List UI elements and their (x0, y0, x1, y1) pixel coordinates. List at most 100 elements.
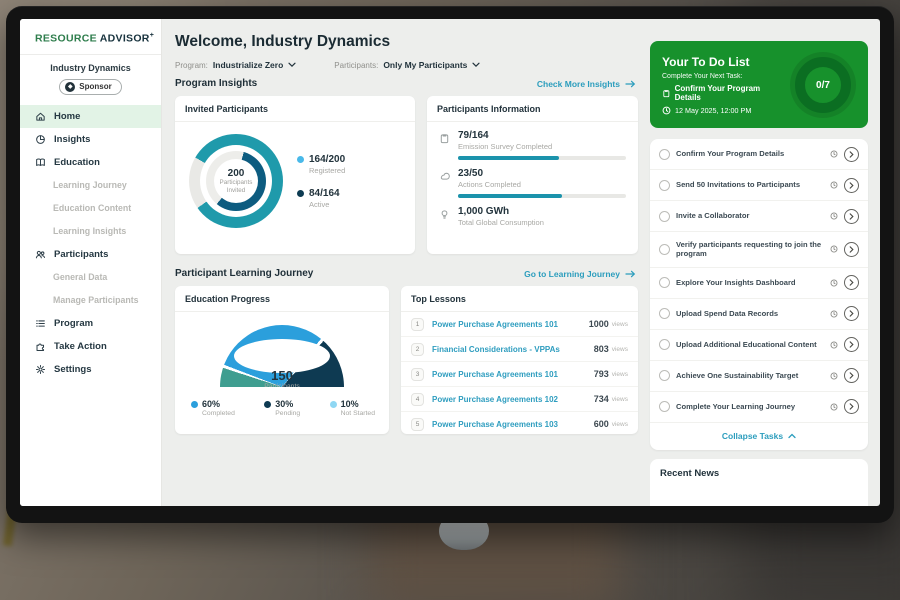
lesson-row-1[interactable]: 1 Power Purchase Agreements 101 1000 vie… (401, 312, 638, 337)
home-icon (35, 111, 46, 122)
task-open-button[interactable] (844, 178, 859, 193)
task-open-button[interactable] (844, 306, 859, 321)
program-filter-dropdown[interactable]: Program: Industrialize Zero (175, 60, 296, 70)
lesson-link[interactable]: Power Purchase Agreements 101 (432, 320, 589, 329)
todo-summary-card: Your To Do List Complete Your Next Task:… (650, 41, 868, 128)
lesson-rank: 5 (411, 418, 424, 431)
info-label: Actions Completed (458, 180, 521, 189)
task-checkbox[interactable] (659, 339, 670, 350)
lesson-rank: 1 (411, 318, 424, 331)
sidebar-item-home[interactable]: Home (20, 105, 161, 128)
lesson-link[interactable]: Power Purchase Agreements 103 (432, 420, 594, 429)
top-lessons-card: Top Lessons 1 Power Purchase Agreements … (401, 286, 638, 434)
lesson-row-3[interactable]: 3 Power Purchase Agreements 101 793 view… (401, 362, 638, 387)
task-row: Send 50 Invitations to Participants (650, 170, 868, 201)
participants-icon (35, 249, 46, 260)
sidebar: RESOURCE ADVISOR+ Industry Dynamics ◆ Sp… (20, 19, 162, 506)
gauge-legend: 60% Completed 30% Pending 10% Not Starte… (175, 387, 389, 417)
card-title: Invited Participants (175, 96, 415, 122)
learning-journey-header: Participant Learning Journey Go to Learn… (175, 268, 636, 279)
todo-column: Your To Do List Complete Your Next Task:… (650, 19, 868, 506)
lesson-row-4[interactable]: 4 Power Purchase Agreements 102 734 view… (401, 387, 638, 412)
sidebar-item-participants[interactable]: Participants (20, 243, 161, 266)
participants-filter-label: Participants: (334, 61, 378, 70)
program-filter-label: Program: (175, 61, 208, 70)
card-title: Education Progress (175, 286, 389, 312)
collapse-tasks-link[interactable]: Collapse Tasks (650, 423, 868, 450)
recent-news-heading: Recent News (660, 468, 858, 479)
card-title: Participants Information (427, 96, 638, 122)
gauge-center-value: 150 (220, 368, 344, 383)
check-more-insights-link[interactable]: Check More Insights (537, 79, 636, 89)
invited-participants-card: Invited Participants 200 Participants In… (175, 96, 415, 254)
legend-dot (264, 401, 271, 408)
lesson-views: 734 (594, 394, 609, 404)
task-checkbox[interactable] (659, 180, 670, 191)
program-insights-header: Program Insights Check More Insights (175, 78, 636, 89)
sidebar-item-learning-journey[interactable]: Learning Journey (20, 174, 161, 197)
page-title: Welcome, Industry Dynamics (175, 33, 638, 51)
sidebar-item-education[interactable]: Education (20, 151, 161, 174)
sidebar-item-manage-participants[interactable]: Manage Participants (20, 289, 161, 312)
todo-title: Your To Do List (662, 55, 784, 69)
lesson-rank: 4 (411, 393, 424, 406)
sidebar-item-general-data[interactable]: General Data (20, 266, 161, 289)
task-checkbox[interactable] (659, 277, 670, 288)
sidebar-item-insights[interactable]: Insights (20, 128, 161, 151)
task-open-button[interactable] (844, 242, 859, 257)
legend-label: Completed (202, 410, 235, 417)
donut-legend: 164/200 Registered 84/164 Active (297, 154, 345, 209)
lesson-link[interactable]: Power Purchase Agreements 102 (432, 395, 594, 404)
arrow-right-icon (625, 270, 636, 278)
lesson-row-5[interactable]: 5 Power Purchase Agreements 103 600 view… (401, 412, 638, 436)
task-open-button[interactable] (844, 337, 859, 352)
go-to-learning-journey-link[interactable]: Go to Learning Journey (524, 269, 636, 279)
legend-item-not-started: 10% Not Started (330, 399, 375, 417)
task-open-button[interactable] (844, 275, 859, 290)
task-checkbox[interactable] (659, 244, 670, 255)
gauge-center: 150 Participants (220, 368, 344, 387)
sidebar-item-program[interactable]: Program (20, 312, 161, 335)
task-checkbox[interactable] (659, 401, 670, 412)
task-open-button[interactable] (844, 368, 859, 383)
clock-icon (662, 106, 671, 115)
clock-icon (830, 279, 838, 287)
clock-icon (830, 150, 838, 158)
participants-information-card: Participants Information 79/164 Emission… (427, 96, 638, 254)
task-checkbox[interactable] (659, 308, 670, 319)
chevron-right-icon (849, 372, 854, 379)
section-title: Program Insights (175, 78, 257, 89)
task-open-button[interactable] (844, 209, 859, 224)
task-label: Send 50 Invitations to Participants (676, 180, 824, 190)
logo-plus: + (150, 32, 154, 39)
sidebar-item-settings[interactable]: Settings (20, 358, 161, 381)
task-checkbox[interactable] (659, 370, 670, 381)
legend-label: Not Started (341, 410, 375, 417)
sidebar-item-education-content[interactable]: Education Content (20, 197, 161, 220)
lesson-link[interactable]: Power Purchase Agreements 101 (432, 370, 594, 379)
take-action-icon (35, 341, 46, 352)
todo-summary-text: Your To Do List Complete Your Next Task:… (662, 55, 784, 115)
sidebar-item-take-action[interactable]: Take Action (20, 335, 161, 358)
task-open-button[interactable] (844, 147, 859, 162)
sidebar-item-learning-insights[interactable]: Learning Insights (20, 220, 161, 243)
lesson-views: 793 (594, 369, 609, 379)
clock-icon (830, 212, 838, 220)
task-label: Explore Your Insights Dashboard (676, 278, 824, 288)
invited-chart-body: 200 Participants Invited 164/200 Registe… (175, 122, 415, 228)
task-checkbox[interactable] (659, 211, 670, 222)
lesson-link[interactable]: Financial Considerations - VPPAs (432, 345, 594, 354)
education-gauge-chart: 150 Participants (220, 325, 344, 387)
todo-progress-value: 0/7 (816, 80, 830, 91)
task-checkbox[interactable] (659, 149, 670, 160)
legend-label: Active (309, 200, 340, 209)
legend-label: Pending (275, 410, 300, 417)
task-open-button[interactable] (844, 399, 859, 414)
dashboard-screen: RESOURCE ADVISOR+ Industry Dynamics ◆ Sp… (20, 19, 880, 506)
participants-filter-dropdown[interactable]: Participants: Only My Participants (334, 60, 480, 70)
legend-value: 164/200 (309, 154, 345, 165)
actions-leaf-icon (439, 171, 450, 182)
sponsor-badge[interactable]: ◆ Sponsor (59, 79, 121, 95)
lesson-row-2[interactable]: 2 Financial Considerations - VPPAs 803 v… (401, 337, 638, 362)
sidebar-item-label: Program (54, 318, 93, 329)
